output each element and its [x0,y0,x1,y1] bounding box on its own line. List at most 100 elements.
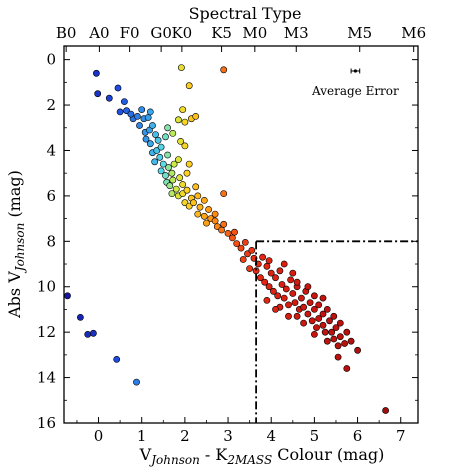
star-point [285,312,292,320]
star-point [168,169,176,177]
star-point [114,84,122,92]
x-axis-label: VJohnson - K2MASS Colour (mag) [139,445,385,467]
star-point [133,378,140,386]
star-point [343,365,351,372]
star-point [263,262,271,270]
star-point [315,315,323,322]
star-point [194,192,202,200]
star-point [94,90,102,98]
top-tick-label: M6 [401,24,426,42]
star-point [136,122,143,129]
star-point [146,108,154,116]
star-point [293,312,301,320]
star-point [169,129,177,137]
star-point [304,310,312,318]
star-point [265,257,273,264]
error-bar-point [353,69,358,73]
star-point [239,256,247,263]
star-point [289,269,297,277]
y-tick-label: 14 [37,369,56,387]
star-point [185,82,193,90]
star-point [336,319,344,327]
star-point [315,301,323,309]
star-point [116,108,124,116]
star-point [259,253,266,261]
star-point [319,310,327,318]
star-point [84,330,92,338]
x-tick-label: 0 [94,427,104,445]
y-axis-label: Abs VJohnson (mag) [5,170,27,319]
star-point [181,118,189,126]
average-error-label: Average Error [311,84,399,98]
star-point [105,94,113,102]
star-point [304,283,312,291]
star-point [272,274,279,282]
star-point [310,305,318,313]
star-point [282,285,290,293]
star-point [276,267,284,275]
star-point [203,219,210,227]
top-tick-label: A0 [88,24,109,42]
top-tick-label: G0 [150,24,172,42]
star-point [179,181,187,188]
star-point [176,174,184,182]
star-point [265,283,273,291]
star-point [280,260,288,268]
top-axis-title: Spectral Type [189,4,302,23]
star-point [165,164,172,171]
star-point [169,176,177,184]
star-point [185,160,193,168]
star-point [343,328,351,336]
star-point [382,407,389,414]
star-point [261,278,269,286]
star-point [306,299,314,306]
top-tick-label: M5 [347,24,372,42]
plot-frame [63,45,419,424]
star-point [300,303,307,311]
star-point [152,131,159,138]
star-point [289,290,297,297]
star-point [164,124,171,132]
star-point [347,337,355,345]
star-point [138,106,146,113]
star-point [93,69,100,77]
star-point [248,246,256,254]
star-point [151,158,159,166]
star-point [272,305,279,313]
star-point [183,186,191,194]
y-axis-ticks: 0 2 4 6 8 10 12 14 16 [37,51,418,432]
x-tick-label: 7 [396,427,406,445]
star-point [300,319,307,327]
star-point [308,317,316,325]
star-point [144,114,152,121]
star-point [310,330,318,338]
y-tick-label: 12 [37,323,56,341]
star-point [246,265,253,272]
star-point [220,220,228,228]
star-point [334,353,342,361]
star-point [190,199,197,207]
star-point [154,136,162,144]
top-tick-label: B0 [56,24,77,42]
star-point [297,294,305,302]
star-point [263,296,271,304]
star-point [267,269,275,277]
top-tick-label: F0 [120,24,140,42]
average-error-marker [350,68,361,74]
data-points [64,64,389,414]
star-point [354,346,361,354]
star-point [133,113,141,120]
star-point [334,342,342,350]
star-point [192,183,200,191]
y-tick-label: 2 [46,96,56,114]
star-point [293,278,301,286]
star-point [127,110,135,118]
star-point [64,292,71,300]
star-point [113,355,121,363]
star-point [336,333,344,341]
star-point [323,305,331,313]
star-point [159,160,167,168]
star-point [330,312,338,320]
star-point [174,156,182,163]
x-axis-ticks: 0 1 2 3 4 5 6 7 [76,417,406,445]
